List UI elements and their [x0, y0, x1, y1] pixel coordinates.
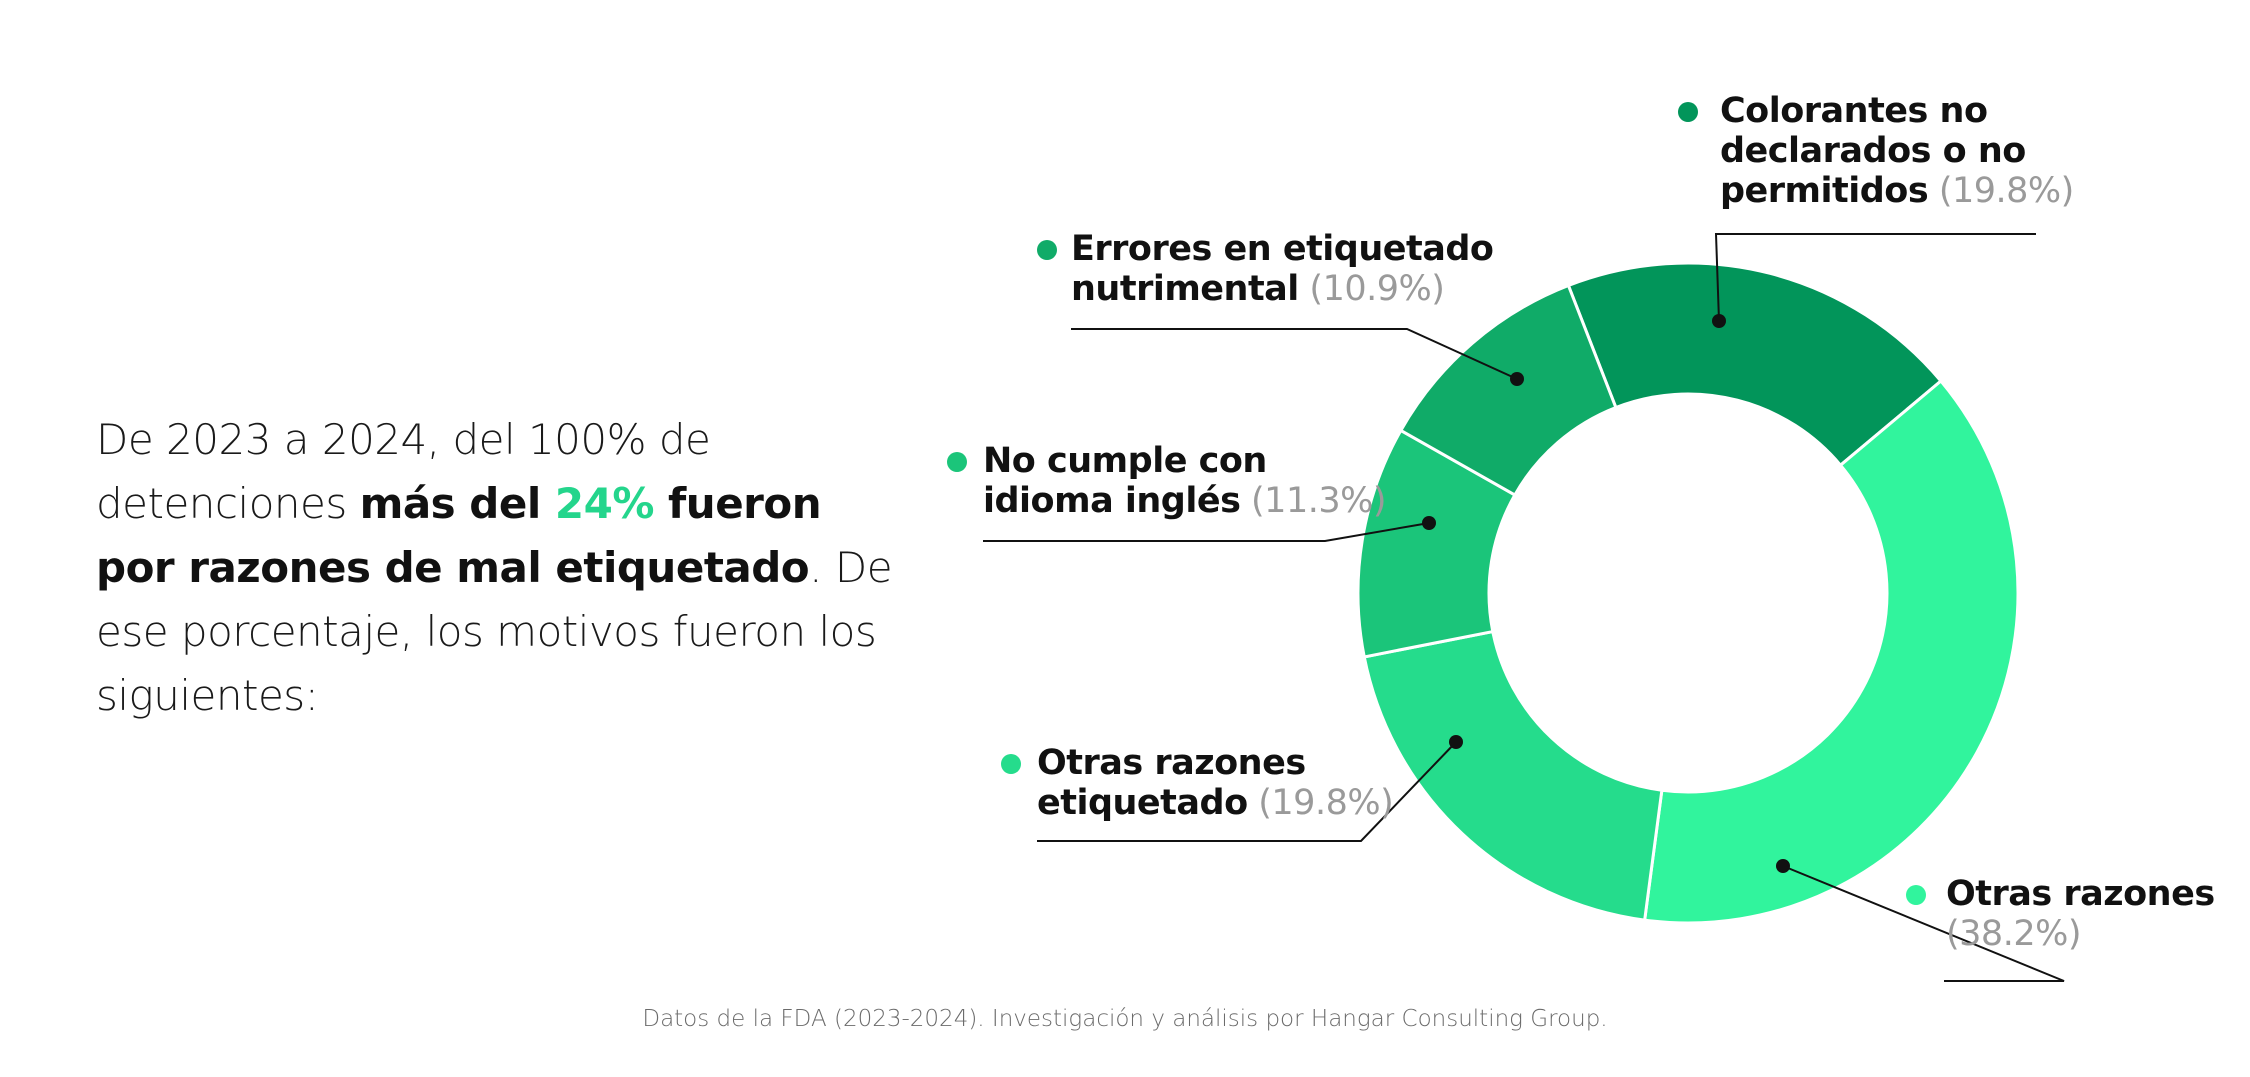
intro-bold-1: más del [359, 479, 555, 528]
slice-callout-3: Otras razones etiquetado (19.8%) [1001, 735, 1463, 842]
slice-percent-label: (10.9%) [1299, 269, 1445, 309]
anchor-dot [1712, 314, 1726, 328]
slice-callout-2: Otras razones (38.2%) [1776, 859, 2215, 982]
intro-text-1: De 2023 a 2024, del 100% de detenciones [96, 415, 711, 528]
slice-percent-label: (11.3%) [1240, 481, 1386, 521]
slice-percent-label: (19.8%) [1928, 171, 2074, 211]
anchor-dot [1776, 859, 1790, 873]
slice-label: Errores en etiquetado nutrimental (10.9%) [1071, 229, 1493, 309]
leader-line [1782, 865, 2065, 982]
legend-dot [1037, 240, 1057, 260]
slice-percent-label: (38.2%) [1946, 914, 2081, 954]
intro-paragraph: De 2023 a 2024, del 100% de detenciones … [96, 408, 896, 728]
leader-line [1037, 741, 1457, 842]
legend-dot [1678, 102, 1698, 122]
slice-label: No cumple con idioma inglés (11.3%) [983, 441, 1386, 521]
donut-slice-3 [1362, 629, 1664, 922]
slice-label: Otras razones (38.2%) [1946, 874, 2215, 954]
slice-callout-1: Colorantes no declarados o no permitidos (… [1678, 91, 2074, 328]
source-footnote: Datos de la FDA (2023-2024). Investigaci… [642, 1006, 1608, 1032]
slice-label: Otras razones etiquetado (19.8%) [1037, 743, 1393, 823]
intro-text-2: . De ese porcentaje, los motivos fueron … [96, 543, 893, 720]
anchor-dot [1449, 735, 1463, 749]
anchor-dot [1422, 516, 1436, 530]
donut-slice-1 [1566, 261, 1944, 468]
intro-accent-percent: 24% [554, 479, 655, 528]
leader-line [983, 522, 1430, 542]
legend-dot [1001, 754, 1021, 774]
slice-callout-5: Errores en etiquetado nutrimental (10.9%) [1037, 229, 1524, 386]
intro-bold-2: fueron por razones de mal etiquetado [96, 479, 822, 592]
anchor-dot [1510, 372, 1524, 386]
slice-label: Colorantes no declarados o no permitidos (… [1720, 91, 2074, 211]
legend-dot [947, 452, 967, 472]
leader-line [1714, 233, 2036, 322]
leader-line [1071, 328, 1518, 380]
slice-callout-4: No cumple con idioma inglés (11.3%) [947, 441, 1436, 542]
slice-percent-label: (19.8%) [1248, 783, 1394, 823]
donut-slice-2 [1642, 378, 2020, 925]
legend-dot [1906, 885, 1926, 905]
donut-slice-5 [1398, 283, 1618, 498]
